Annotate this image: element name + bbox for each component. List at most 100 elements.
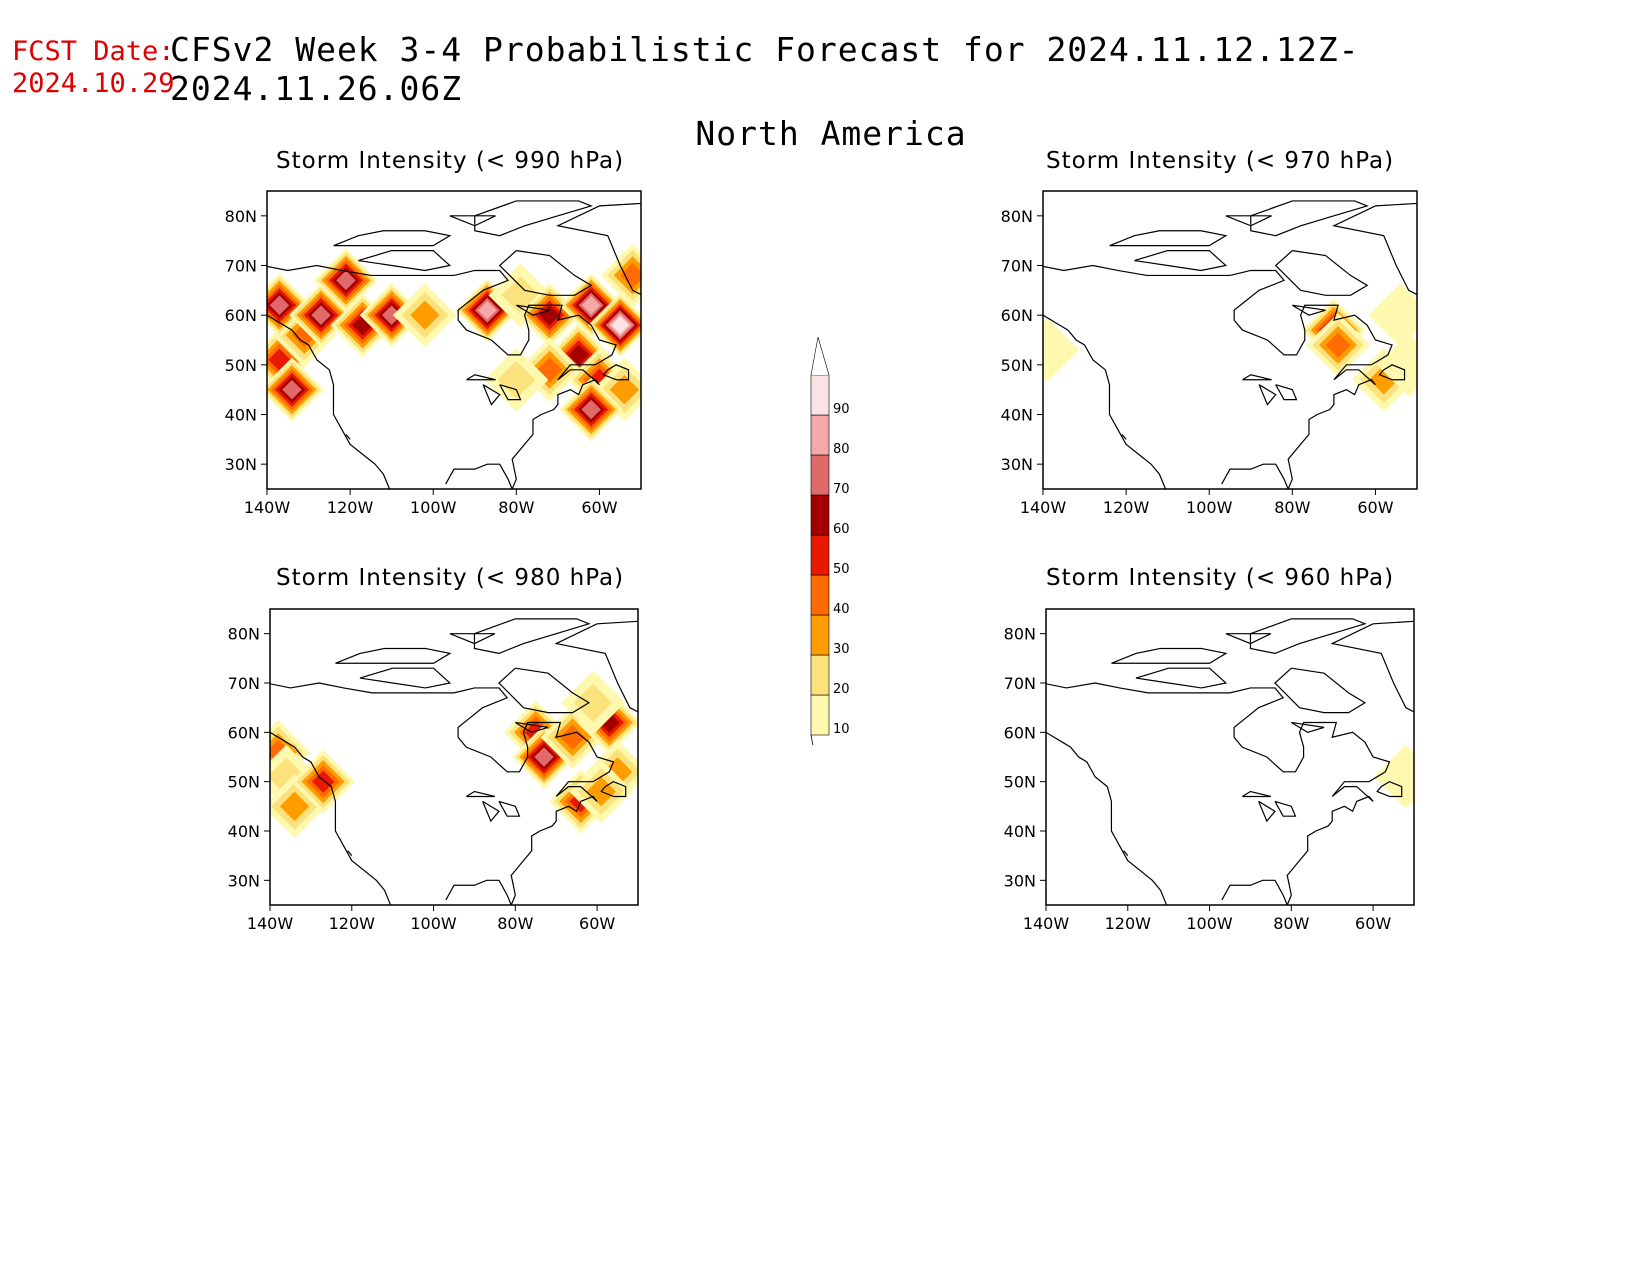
probability-cell (602, 757, 633, 787)
map-data-layer (1046, 618, 1414, 905)
map-frame (1042, 190, 1418, 490)
lat-tick-label: 50N (225, 356, 257, 375)
figure-title-region: North America (695, 114, 967, 153)
probability-cell (1368, 283, 1417, 348)
colorbar-label: 60 (833, 522, 850, 537)
lon-tick-label: 140W (1020, 498, 1067, 517)
panel-title: Storm Intensity (< 970 hPa) (1046, 148, 1395, 174)
lon-tick-label: 80W (1273, 914, 1309, 933)
lon-tick-label: 140W (247, 914, 294, 933)
coastline (498, 250, 593, 296)
colorbar-box (810, 374, 830, 416)
coastline (270, 682, 615, 905)
coastline (1332, 202, 1417, 296)
probability-cell (574, 683, 613, 722)
lat-tick-label: 50N (1001, 356, 1033, 375)
lat-tick-label: 80N (228, 625, 260, 644)
probability-cell (1373, 744, 1414, 809)
lat-tick-label: 70N (1001, 257, 1033, 276)
colorbar-label: 20 (833, 682, 850, 697)
probability-cell (620, 262, 641, 288)
probability-cell (1043, 317, 1080, 382)
lon-tick-label: 80W (497, 914, 533, 933)
coastline (345, 433, 351, 440)
lon-tick-label: 100W (1186, 914, 1233, 933)
lat-tick-label: 70N (228, 674, 260, 693)
colorbar-box (810, 574, 830, 616)
lat-tick-label: 40N (228, 822, 260, 841)
lon-tick-label: 60W (579, 914, 615, 933)
coastline (602, 364, 630, 381)
coastline (1109, 230, 1228, 247)
coastline (1376, 780, 1403, 798)
map-data-layer (270, 618, 638, 905)
map-data-layer (1043, 200, 1417, 489)
colorbar-label: 70 (833, 482, 850, 497)
coastline (1121, 433, 1127, 440)
panel-title: Storm Intensity (< 960 hPa) (1046, 565, 1395, 591)
lon-tick-label: 100W (410, 498, 457, 517)
coastline (1225, 633, 1272, 645)
lon-tick-label: 80W (1274, 498, 1310, 517)
lat-tick-label: 40N (1004, 822, 1036, 841)
probability-cell (269, 295, 290, 315)
coastline (1242, 374, 1272, 381)
coastline (482, 800, 500, 823)
map-frame (266, 190, 642, 490)
probability-cell (560, 724, 586, 750)
coastline (347, 850, 353, 857)
probability-cell (568, 344, 589, 366)
map-frame (1045, 608, 1415, 906)
coastline (465, 790, 496, 798)
forecast-date-value: 2024.10.29 (12, 68, 175, 99)
colorbar-label: 90 (833, 402, 850, 417)
lat-tick-label: 50N (228, 773, 260, 792)
probability-cell (534, 747, 554, 767)
colorbar-box (810, 494, 830, 536)
lat-tick-label: 40N (225, 406, 257, 425)
colorbar-bottom-cap (810, 734, 814, 745)
colorbar-box (810, 534, 830, 576)
probability-cell (270, 757, 306, 796)
lat-tick-label: 60N (1001, 306, 1033, 325)
colorbar-top-cap (810, 336, 830, 376)
lon-tick-label: 140W (1023, 914, 1070, 933)
probability-cell (311, 770, 335, 793)
lon-tick-label: 100W (410, 914, 457, 933)
probability-cell (352, 314, 373, 336)
lon-tick-label: 120W (1103, 498, 1150, 517)
lat-tick-label: 70N (1004, 674, 1036, 693)
lat-tick-label: 80N (1004, 625, 1036, 644)
colorbar-label: 10 (833, 722, 850, 737)
lon-tick-label: 60W (581, 498, 617, 517)
coastline (1046, 682, 1391, 905)
lat-tick-label: 60N (228, 723, 260, 742)
coastline (1241, 790, 1272, 798)
coastline (1250, 200, 1369, 237)
coastline (1258, 800, 1276, 823)
colorbar-box (810, 454, 830, 496)
figure-title-main: CFSv2 Week 3-4 Probabilistic Forecast fo… (170, 30, 1360, 108)
colorbar-box (810, 614, 830, 656)
probability-cell (381, 305, 402, 325)
coastline (449, 633, 496, 645)
probability-cell (336, 270, 356, 291)
lon-tick-label: 120W (327, 498, 374, 517)
coastline (1292, 304, 1326, 316)
probability-cell (611, 316, 630, 334)
coastline (1291, 721, 1325, 733)
colorbar-label: 30 (833, 642, 850, 657)
forecast-date: FCST Date: 2024.10.29 (12, 36, 175, 100)
lat-tick-label: 80N (1001, 207, 1033, 226)
probability-cell (279, 791, 310, 821)
coastline (1043, 264, 1393, 489)
coastline (1123, 850, 1129, 857)
coastline (270, 731, 392, 905)
coastline (1046, 731, 1168, 905)
panel-title: Storm Intensity (< 990 hPa) (276, 148, 625, 174)
colorbar-box (810, 414, 830, 456)
coastline (267, 264, 617, 489)
